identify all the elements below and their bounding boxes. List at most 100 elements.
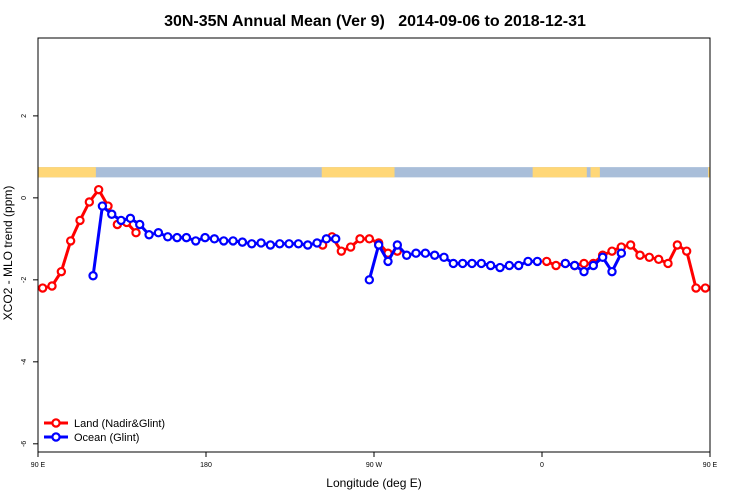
ocean-data-point bbox=[312, 238, 322, 248]
land-band bbox=[590, 167, 600, 178]
land-data-point bbox=[336, 246, 347, 256]
ocean-data-point bbox=[265, 240, 276, 250]
ocean-data-point bbox=[200, 232, 210, 243]
ocean-data-point bbox=[209, 234, 220, 244]
ocean-data-point bbox=[181, 232, 192, 243]
chart-title: 30N-35N Annual Mean (Ver 9) 2014-09-06 t… bbox=[164, 13, 586, 30]
land-data-point bbox=[75, 215, 85, 226]
legend: Land (Nadir&Glint) Ocean (Glint) bbox=[44, 418, 165, 444]
ocean-data-point bbox=[513, 260, 524, 271]
ocean-data-point bbox=[476, 258, 487, 269]
y-tick-label: 2 bbox=[21, 114, 28, 118]
ocean-data-point bbox=[116, 215, 126, 226]
ocean-data-point bbox=[724, 272, 731, 279]
ocean-data-point bbox=[284, 239, 294, 249]
x-axis: 90 E 180 90 W 0 90 E bbox=[31, 452, 718, 469]
ocean-data-point bbox=[495, 262, 505, 273]
land-data-point bbox=[625, 240, 636, 250]
x-tick-label: 90 E bbox=[703, 462, 718, 469]
ocean-data-point bbox=[163, 232, 173, 242]
land-data-point bbox=[644, 252, 655, 262]
land-data-point bbox=[653, 254, 664, 265]
land-data-point bbox=[131, 228, 141, 238]
ocean-data-point bbox=[504, 260, 515, 271]
land-data-point bbox=[84, 197, 95, 207]
series-layer bbox=[38, 184, 750, 293]
land-data-point bbox=[635, 250, 645, 260]
ocean-data-point bbox=[560, 258, 571, 269]
ocean-data-point bbox=[256, 238, 266, 248]
land-data-point bbox=[47, 281, 57, 291]
ocean-data-point bbox=[532, 256, 543, 267]
ocean-data-point bbox=[467, 258, 477, 269]
land-data-point bbox=[709, 289, 710, 291]
ocean-data-point bbox=[247, 239, 257, 249]
land-data-point bbox=[345, 242, 356, 252]
ocean-data-point bbox=[97, 201, 108, 211]
ocean-data-point bbox=[135, 219, 145, 230]
y-axis-label: XCO2 - MLO trend (ppm) bbox=[1, 186, 15, 321]
ocean-data-point bbox=[401, 250, 412, 260]
ocean-series-line bbox=[728, 206, 750, 276]
land-data-point bbox=[700, 283, 710, 293]
land-data-point bbox=[730, 268, 737, 275]
ocean-data-point bbox=[237, 237, 248, 247]
land-band bbox=[708, 167, 710, 178]
land-data-point bbox=[739, 237, 746, 244]
ocean-data-point bbox=[144, 230, 154, 240]
land-band bbox=[532, 167, 587, 178]
y-tick-label: 0 bbox=[21, 196, 28, 200]
ocean-data-point bbox=[191, 236, 201, 246]
land-data-point bbox=[93, 184, 104, 195]
ocean-data-point bbox=[420, 248, 431, 258]
ocean-data-point bbox=[607, 266, 617, 277]
land-data-point bbox=[355, 234, 365, 244]
ocean-data-point bbox=[523, 256, 533, 267]
x-tick-label: 0 bbox=[540, 462, 544, 469]
land-series-line bbox=[546, 243, 710, 291]
ocean-data-point bbox=[411, 248, 421, 258]
ocean-data-point bbox=[569, 260, 580, 271]
land-data-point bbox=[720, 284, 727, 291]
ocean-data-point bbox=[275, 239, 285, 249]
ocean-data-point bbox=[125, 213, 136, 224]
land-data-point bbox=[579, 258, 589, 269]
ocean-data-point bbox=[743, 211, 750, 218]
ocean-data-point bbox=[219, 236, 229, 246]
land-data-point bbox=[663, 258, 673, 269]
ocean-data-point bbox=[733, 202, 740, 209]
legend-ocean-label: Ocean (Glint) bbox=[74, 432, 139, 444]
ocean-data-point bbox=[457, 258, 468, 269]
ocean-data-point bbox=[485, 260, 496, 271]
land-data-point bbox=[65, 236, 76, 246]
land-data-point bbox=[364, 234, 375, 244]
legend-land-label: Land (Nadir&Glint) bbox=[74, 418, 165, 430]
ocean-data-point bbox=[616, 248, 627, 258]
land-data-point bbox=[672, 240, 683, 250]
ocean-data-point bbox=[373, 240, 384, 250]
ocean-data-point bbox=[579, 266, 589, 277]
y-axis: -6 -4 -2 0 2 bbox=[21, 114, 38, 447]
ocean-data-point bbox=[153, 228, 164, 238]
ocean-data-point bbox=[293, 239, 304, 249]
y-tick-label: -6 bbox=[21, 441, 28, 447]
ocean-data-point bbox=[597, 252, 608, 262]
ocean-data-point bbox=[321, 234, 332, 244]
ocean-data-point bbox=[364, 275, 375, 285]
y-tick-label: -4 bbox=[21, 359, 28, 365]
land-data-point bbox=[607, 246, 617, 256]
ocean-data-point bbox=[392, 240, 403, 250]
ocean-data-point bbox=[588, 260, 599, 271]
ocean-data-point bbox=[88, 271, 98, 281]
ocean-data-point bbox=[383, 256, 393, 267]
land-data-point bbox=[541, 256, 552, 267]
land-band bbox=[38, 167, 96, 178]
y-tick-label: -2 bbox=[21, 277, 28, 283]
ocean-data-point bbox=[439, 252, 449, 262]
ocean-data-point bbox=[172, 232, 182, 243]
land-data-point bbox=[681, 246, 692, 256]
x-tick-label: 90 E bbox=[31, 462, 46, 469]
ocean-data-point bbox=[429, 250, 440, 260]
x-tick-label: 180 bbox=[200, 462, 212, 469]
